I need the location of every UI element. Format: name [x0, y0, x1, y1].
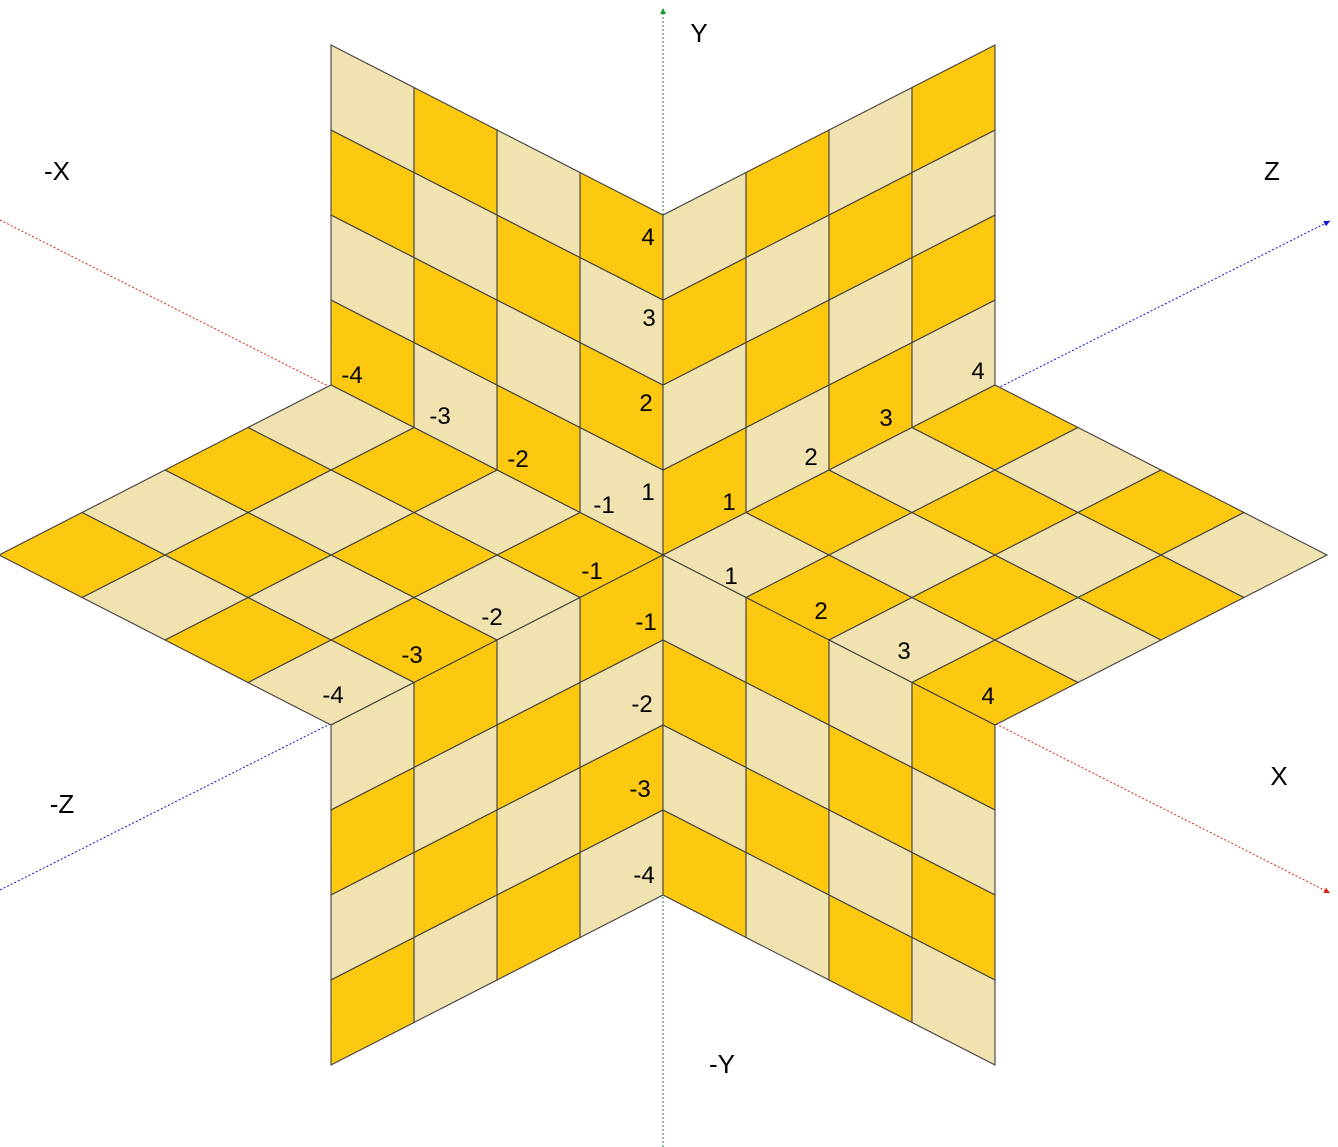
tick-z-neg-2: -2	[481, 604, 502, 631]
tick-y-neg-2: -2	[631, 691, 652, 718]
axis-label-neg-x: -X	[44, 156, 70, 186]
tiles-layer	[0, 44, 1329, 1066]
axis-label-neg-y: -Y	[709, 1049, 735, 1079]
axis-label-neg-z: -Z	[50, 789, 75, 819]
axis-label-x: X	[1270, 761, 1287, 791]
tick-y-neg-1: -1	[635, 609, 656, 636]
tick-y-neg-3: -3	[629, 776, 650, 803]
checker-tile	[0, 511, 167, 599]
checker-tile	[1159, 511, 1329, 599]
tick-y-pos-1: 1	[641, 479, 654, 506]
checker-tile	[330, 44, 415, 174]
tick-x-pos-2: 2	[814, 598, 827, 625]
tick-x-neg-2: -2	[507, 446, 528, 473]
tick-z-neg-1: -1	[581, 558, 602, 585]
tick-z-pos-3: 3	[879, 405, 892, 432]
tick-z-pos-4: 4	[971, 358, 984, 385]
face-lower-right	[662, 554, 996, 1066]
face-lower-left	[330, 554, 664, 1066]
tick-x-pos-1: 1	[724, 563, 737, 590]
tick-labels-layer: 1 2 3 4 -1 -2 -3 -4 1 2 3 4 -1 -2 -3 -4 …	[322, 224, 994, 889]
checker-tile	[911, 936, 996, 1066]
tick-y-pos-4: 4	[641, 224, 654, 251]
tick-z-neg-4: -4	[322, 682, 343, 709]
tick-y-pos-2: 2	[639, 390, 652, 417]
axis-labels-layer: Y -Y -X Z -Z X	[44, 18, 1288, 1079]
tick-x-neg-1: -1	[593, 492, 614, 519]
checker-tile	[330, 936, 415, 1066]
tick-z-pos-2: 2	[804, 444, 817, 471]
tick-z-pos-1: 1	[722, 489, 735, 516]
tick-x-neg-4: -4	[341, 362, 362, 389]
tick-x-pos-3: 3	[897, 638, 910, 665]
face-right	[661, 384, 1329, 726]
face-upper-left	[330, 44, 664, 556]
tick-y-pos-3: 3	[642, 305, 655, 332]
checker-tile	[911, 44, 996, 174]
tick-z-neg-3: -3	[401, 642, 422, 669]
tick-x-neg-3: -3	[429, 403, 450, 430]
tick-x-pos-4: 4	[981, 683, 994, 710]
axis-label-y: Y	[690, 18, 707, 48]
tick-y-neg-4: -4	[633, 862, 654, 889]
axis-label-z: Z	[1264, 156, 1280, 186]
